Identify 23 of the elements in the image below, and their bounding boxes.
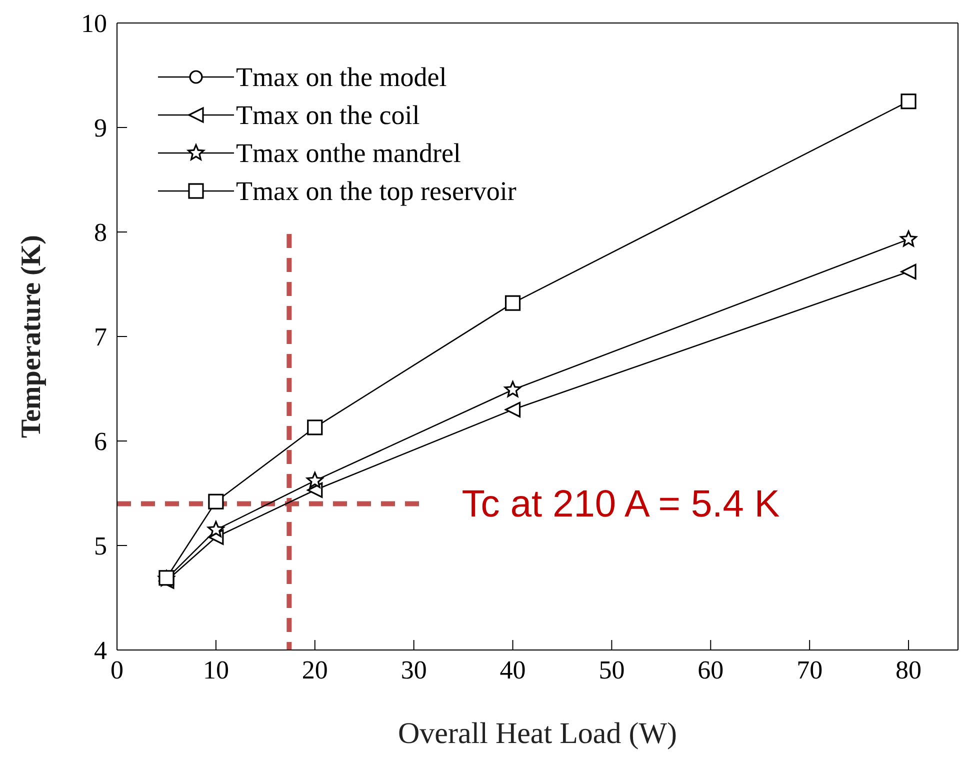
y-axis-title: Temperature (K) bbox=[16, 235, 47, 438]
legend-label: Tmax on the coil bbox=[236, 100, 420, 130]
x-tick-label: 50 bbox=[598, 655, 625, 684]
ref-line-label: Tc at 210 A = 5.4 K bbox=[462, 484, 780, 526]
y-tick-label: 6 bbox=[94, 427, 107, 456]
legend-label: Tmax onthe mandrel bbox=[236, 138, 461, 168]
x-tick-label: 40 bbox=[500, 655, 526, 684]
x-tick-label: 80 bbox=[896, 655, 922, 684]
x-tick-label: 10 bbox=[202, 655, 229, 684]
x-tick-label: 60 bbox=[698, 655, 724, 684]
y-tick-label: 9 bbox=[94, 114, 107, 143]
x-tick-label: 70 bbox=[796, 655, 823, 684]
y-tick-label: 8 bbox=[94, 218, 107, 248]
x-tick-label: 20 bbox=[302, 655, 328, 684]
y-tick-label: 7 bbox=[94, 322, 107, 352]
x-tick-label: 0 bbox=[110, 655, 124, 684]
legend-label: Tmax on the model bbox=[236, 62, 447, 92]
x-axis-title: Overall Heat Load (W) bbox=[398, 717, 678, 750]
legend-label: Tmax on the top reservoir bbox=[236, 176, 516, 206]
y-tick-label: 4 bbox=[94, 636, 107, 666]
y-tick-label: 5 bbox=[94, 532, 107, 561]
y-tick-label: 10 bbox=[81, 9, 107, 38]
x-tick-label: 30 bbox=[400, 655, 427, 684]
